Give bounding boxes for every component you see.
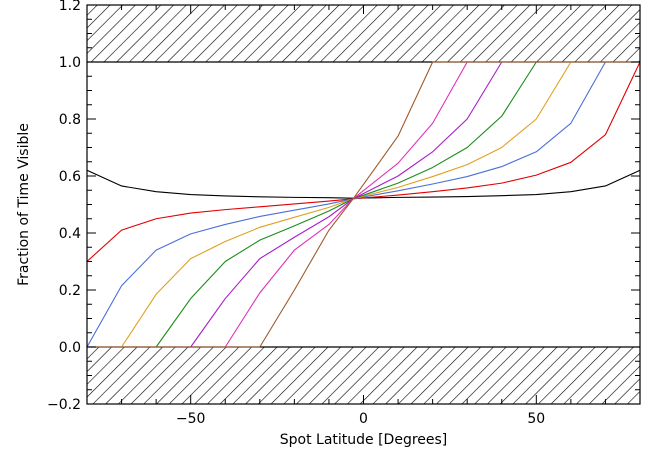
series-line-2 [87, 61, 640, 348]
plot-frame [86, 4, 641, 405]
y-tick-label: 0.6 [59, 169, 81, 185]
x-tick-label: 0 [359, 411, 368, 427]
series-line-7 [87, 61, 640, 348]
x-axis-title: Spot Latitude [Degrees] [280, 432, 448, 448]
hatched-region-0 [87, 5, 640, 62]
hatched-region-1 [87, 347, 640, 404]
series-line-5 [87, 61, 640, 348]
y-tick-label: 0.8 [59, 112, 81, 128]
series-line-6 [87, 61, 640, 348]
y-tick-label: 0.4 [59, 226, 81, 242]
y-tick-label: 0.2 [59, 283, 81, 299]
axis-ticks [86, 4, 641, 405]
series-line-1 [87, 61, 640, 262]
series-line-4 [87, 61, 640, 348]
series-lines [87, 61, 640, 348]
x-tick-label: 50 [527, 411, 545, 427]
y-axis-title: Fraction of Time Visible [16, 123, 32, 286]
hatched-regions [87, 5, 640, 404]
x-tick-label: −50 [176, 411, 206, 427]
y-tick-label: 1.2 [59, 0, 81, 14]
y-tick-label: 1.0 [59, 55, 81, 71]
y-tick-label: −0.2 [47, 397, 81, 413]
series-line-3 [87, 61, 640, 348]
tick-labels: −50 0 50 −0.2 0.0 0.2 0.4 0.6 0.8 1.0 1.2 [47, 0, 545, 427]
y-tick-label: 0.0 [59, 340, 81, 356]
